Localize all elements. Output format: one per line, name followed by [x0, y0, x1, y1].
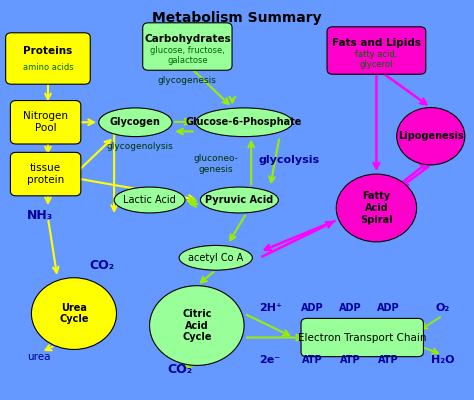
- Text: 2e⁻: 2e⁻: [260, 355, 281, 365]
- FancyBboxPatch shape: [6, 33, 90, 84]
- Text: Proteins: Proteins: [23, 46, 73, 56]
- FancyBboxPatch shape: [327, 27, 426, 74]
- Text: ATP: ATP: [340, 355, 361, 365]
- Ellipse shape: [99, 108, 172, 137]
- Text: CO₂: CO₂: [90, 259, 115, 272]
- Ellipse shape: [179, 246, 252, 270]
- Text: ADP: ADP: [301, 303, 324, 313]
- Text: ADP: ADP: [339, 303, 362, 313]
- Text: glycogenesis: glycogenesis: [158, 76, 217, 85]
- Text: tissue
protein: tissue protein: [27, 163, 64, 185]
- FancyBboxPatch shape: [10, 152, 81, 196]
- Circle shape: [397, 108, 465, 165]
- Text: Metabolism Summary: Metabolism Summary: [152, 11, 322, 25]
- Text: fatty acid,
glycerol: fatty acid, glycerol: [355, 50, 398, 69]
- Text: Glucose-6-Phosphate: Glucose-6-Phosphate: [186, 117, 302, 127]
- Text: gluconeo-
genesis: gluconeo- genesis: [193, 154, 238, 174]
- Text: glucose, fructose,
galactose: glucose, fructose, galactose: [150, 46, 225, 65]
- Text: glycogenolysis: glycogenolysis: [107, 142, 173, 151]
- Ellipse shape: [114, 187, 185, 213]
- Text: O₂: O₂: [436, 303, 450, 313]
- Circle shape: [336, 174, 417, 242]
- Text: Fats and Lipids: Fats and Lipids: [332, 38, 421, 48]
- Text: ADP: ADP: [377, 303, 400, 313]
- Text: H₂O: H₂O: [431, 355, 455, 365]
- Ellipse shape: [196, 108, 292, 137]
- Text: 2H⁺: 2H⁺: [259, 303, 282, 313]
- Circle shape: [150, 286, 244, 366]
- Text: amino acids: amino acids: [23, 63, 73, 72]
- Text: glycolysis: glycolysis: [258, 155, 319, 165]
- Text: Urea
Cycle: Urea Cycle: [59, 303, 89, 324]
- Ellipse shape: [201, 187, 278, 213]
- Text: Fatty
Acid
Spiral: Fatty Acid Spiral: [360, 191, 393, 224]
- Text: Glycogen: Glycogen: [110, 117, 161, 127]
- FancyBboxPatch shape: [10, 100, 81, 144]
- Text: ATP: ATP: [378, 355, 399, 365]
- Text: Pyruvic Acid: Pyruvic Acid: [205, 195, 273, 205]
- Text: Electron Transport Chain: Electron Transport Chain: [298, 332, 427, 342]
- FancyBboxPatch shape: [301, 318, 423, 357]
- Text: Lipogenesis: Lipogenesis: [398, 131, 464, 141]
- Text: Lactic Acid: Lactic Acid: [123, 195, 176, 205]
- Text: Carbohydrates: Carbohydrates: [144, 34, 231, 44]
- Text: urea: urea: [27, 352, 50, 362]
- Circle shape: [31, 278, 117, 350]
- Text: CO₂: CO₂: [168, 363, 193, 376]
- Text: Citric
Acid
Cycle: Citric Acid Cycle: [182, 309, 211, 342]
- Text: NH₃: NH₃: [27, 209, 53, 222]
- Text: acetyl Co A: acetyl Co A: [188, 253, 243, 263]
- Text: ATP: ATP: [302, 355, 323, 365]
- Text: Nitrogen
Pool: Nitrogen Pool: [23, 112, 68, 133]
- FancyBboxPatch shape: [143, 23, 232, 70]
